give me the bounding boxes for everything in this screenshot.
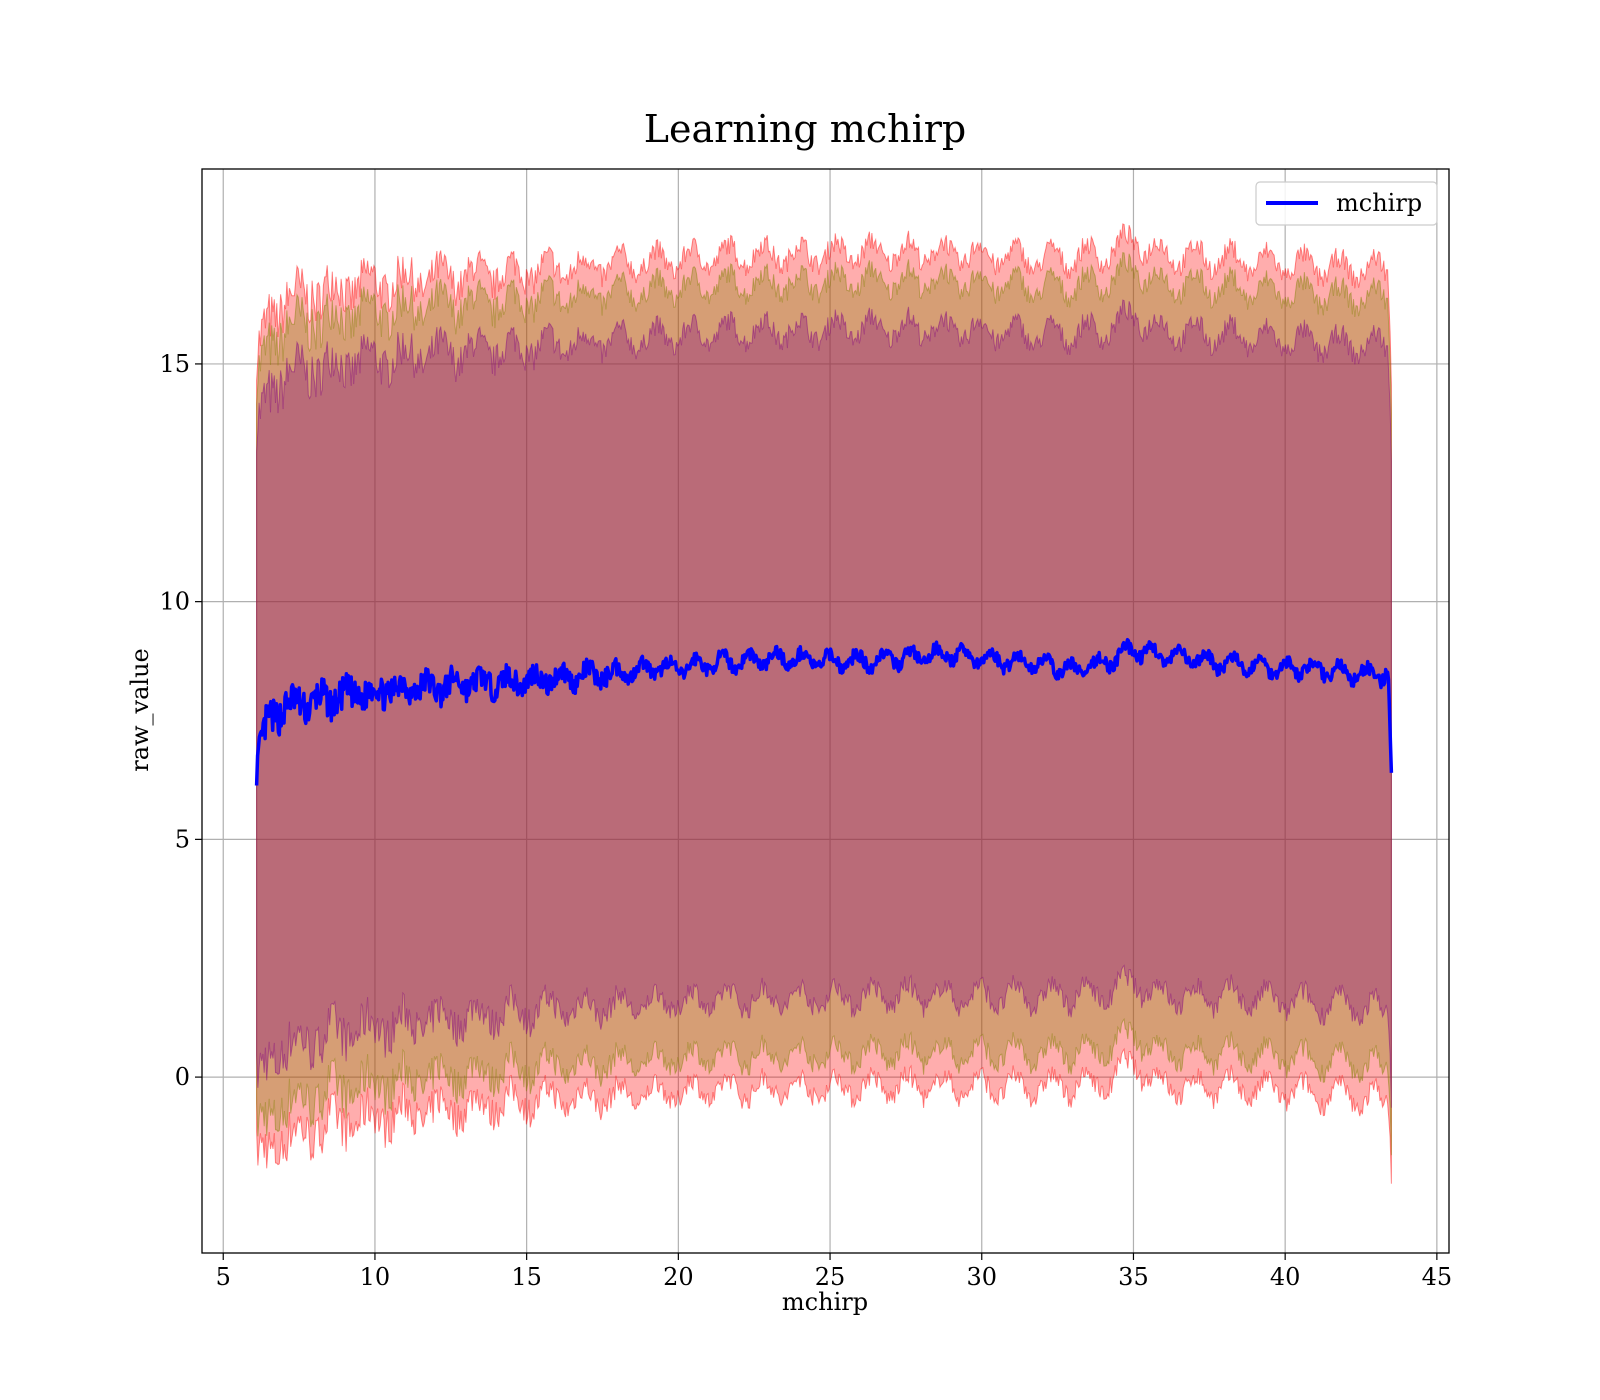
x-tick-label: 30 [966,1263,997,1291]
y-tick-label: 5 [175,825,190,853]
x-axis-ticks: 5 10 15 20 25 30 35 40 45 [216,1253,1453,1291]
legend: mchirp [1255,181,1438,226]
grid [202,169,1449,1253]
x-tick-label: 15 [511,1263,542,1291]
confidence-band [256,251,1392,1156]
plot-area [201,168,1450,1254]
x-tick-label: 25 [815,1263,846,1291]
y-tick-label: 10 [159,588,190,616]
uncertainty-bands [256,223,1392,1184]
axes-frame [201,168,1450,1254]
confidence-band [256,299,1392,1108]
x-tick-label: 20 [663,1263,694,1291]
y-axis-ticks: 0 5 10 15 [159,350,202,1091]
x-axis-label: mchirp [782,1288,868,1316]
x-tick-label: 5 [216,1263,231,1291]
x-tick-label: 35 [1118,1263,1149,1291]
legend-label: mchirp [1336,189,1422,217]
x-tick-label: 45 [1422,1263,1453,1291]
confidence-band [256,223,1392,1184]
series-line-mchirp [254,637,1394,786]
legend-box [1255,181,1438,226]
x-tick-label: 40 [1270,1263,1301,1291]
chart-title: Learning mchirp [644,107,966,151]
series-lines [254,637,1394,786]
y-axis-label: raw_value [126,648,154,772]
x-tick-label: 10 [360,1263,391,1291]
y-tick-label: 15 [159,350,190,378]
y-tick-label: 0 [175,1063,190,1091]
